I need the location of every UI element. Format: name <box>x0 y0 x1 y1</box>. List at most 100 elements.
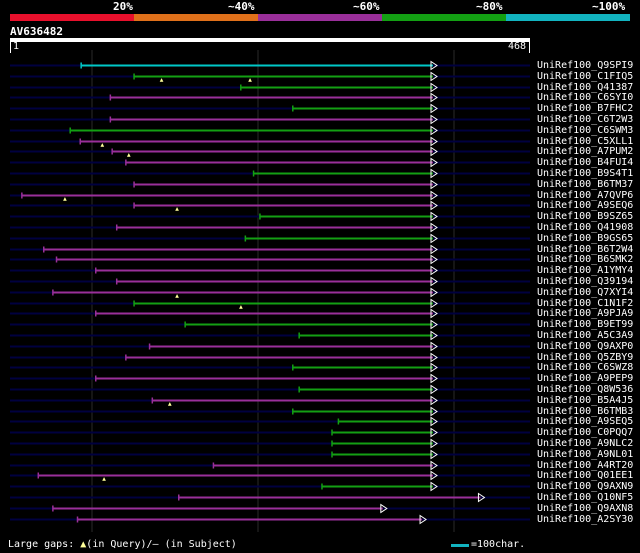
hit-label[interactable]: UniRef100_A4RT20 <box>537 459 634 471</box>
hit-end-arrow <box>430 481 438 492</box>
hit-label[interactable]: UniRef100_A1YMY4 <box>537 264 634 276</box>
hit-label[interactable]: UniRef100_B6T2W4 <box>537 243 634 255</box>
hit-end-arrow <box>430 136 438 147</box>
gap-marker-icon: ▲ <box>80 539 87 550</box>
gap-marker-icon: ▲ <box>127 152 131 159</box>
hit-label[interactable]: UniRef100_C5XLL1 <box>537 135 634 147</box>
hit-end-arrow <box>430 406 438 417</box>
hit-end-arrow <box>430 244 438 255</box>
hit-label[interactable]: UniRef100_Q9AXN9 <box>537 480 634 492</box>
hit-label[interactable]: UniRef100_Q39194 <box>537 275 634 287</box>
hit-end-arrow <box>430 190 438 201</box>
hit-label[interactable]: UniRef100_C6SYI0 <box>537 91 634 103</box>
hit-label[interactable]: UniRef100_Q9AXN8 <box>537 502 634 514</box>
hit-label[interactable]: UniRef100_B4FUI4 <box>537 156 634 168</box>
hit-label[interactable]: UniRef100_C6SWZ8 <box>537 361 634 373</box>
hit-label[interactable]: UniRef100_B9ET99 <box>537 318 634 330</box>
hit-label[interactable]: UniRef100_A2SY30 <box>537 513 634 525</box>
legend-gaps: Large gaps: ▲(in Query)/– (in Subject) <box>8 539 237 550</box>
hit-label[interactable]: UniRef100_Q9SPI9 <box>537 59 634 71</box>
hit-label[interactable]: UniRef100_A9SEQ5 <box>537 415 634 427</box>
query-end-tick <box>529 41 530 53</box>
gap-marker-icon: ▲ <box>175 206 179 213</box>
hit-end-arrow <box>419 514 427 525</box>
hit-label[interactable]: UniRef100_Q5ZBY9 <box>537 351 634 363</box>
hit-label[interactable]: UniRef100_A9PJA9 <box>537 307 634 319</box>
hit-label[interactable]: UniRef100_B9GS65 <box>537 232 634 244</box>
gap-marker-icon: ▲ <box>63 196 67 203</box>
hit-end-arrow <box>430 287 438 298</box>
hit-end-arrow <box>430 449 438 460</box>
pct-label-60: ~60% <box>353 0 380 13</box>
gap-marker-icon: ▲ <box>100 142 104 149</box>
hit-end-arrow <box>430 60 438 71</box>
hit-end-arrow <box>477 492 486 503</box>
hit-label[interactable]: UniRef100_A9NL01 <box>537 448 634 460</box>
hit-end-arrow <box>430 146 438 157</box>
hit-end-arrow <box>430 254 438 265</box>
legend-gaps-subject: – (in Subject) <box>152 539 237 550</box>
hit-label[interactable]: UniRef100_C1FIQ5 <box>537 70 634 82</box>
hit-end-arrow <box>380 503 388 514</box>
hit-end-arrow <box>430 92 438 103</box>
hit-end-arrow <box>430 416 438 427</box>
gap-marker-icon: ▲ <box>168 401 172 408</box>
hit-label[interactable]: UniRef100_Q01EE1 <box>537 469 634 481</box>
hit-label[interactable]: UniRef100_A9NLC2 <box>537 437 634 449</box>
hit-label[interactable]: UniRef100_A9SEQ6 <box>537 199 634 211</box>
hit-end-arrow <box>430 222 438 233</box>
hit-label[interactable]: UniRef100_A7PUM2 <box>537 145 634 157</box>
hit-label[interactable]: UniRef100_Q41908 <box>537 221 634 233</box>
query-start-label: 1 <box>13 41 20 52</box>
color-band-20 <box>10 14 134 21</box>
gap-marker-icon: ▲ <box>248 77 252 84</box>
hit-end-arrow <box>430 82 438 93</box>
gap-marker-icon: ▲ <box>102 476 106 483</box>
color-band-60 <box>258 14 382 21</box>
hit-label[interactable]: UniRef100_Q8W536 <box>537 383 634 395</box>
pct-label-100: ~100% <box>592 0 626 13</box>
hit-label[interactable]: UniRef100_B6SMK2 <box>537 253 634 265</box>
hit-end-arrow <box>430 233 438 244</box>
hit-label[interactable]: UniRef100_B7FHC2 <box>537 102 634 114</box>
hit-end-arrow <box>430 470 438 481</box>
hit-label[interactable]: UniRef100_B5A4J5 <box>537 394 634 406</box>
legend-gaps-prefix: Large gaps: <box>8 539 75 550</box>
color-band-100 <box>506 14 630 21</box>
hit-end-arrow <box>430 341 438 352</box>
hit-end-arrow <box>430 395 438 406</box>
hit-end-arrow <box>430 125 438 136</box>
hit-label[interactable]: UniRef100_Q10NF5 <box>537 491 634 503</box>
gap-marker-icon: ▲ <box>160 77 164 84</box>
hit-label[interactable]: UniRef100_B9S4T1 <box>537 167 634 179</box>
hit-label[interactable]: UniRef100_C0PQQ7 <box>537 426 634 438</box>
hit-end-arrow <box>430 211 438 222</box>
hit-end-arrow <box>430 308 438 319</box>
hit-label[interactable]: UniRef100_C6T2W3 <box>537 113 634 125</box>
hit-label[interactable]: UniRef100_B6TM37 <box>537 178 634 190</box>
pct-label-40: ~40% <box>228 0 255 13</box>
pct-label-20: 20% <box>113 0 133 13</box>
hit-label[interactable]: UniRef100_Q9AXP0 <box>537 340 634 352</box>
hit-label[interactable]: UniRef100_A5C3A9 <box>537 329 634 341</box>
query-end-label: 468 <box>508 41 527 52</box>
hit-label[interactable]: UniRef100_A9PEP9 <box>537 372 634 384</box>
query-bar <box>10 38 530 42</box>
hit-label[interactable]: UniRef100_Q7XYI4 <box>537 286 634 298</box>
hit-end-arrow <box>430 427 438 438</box>
hit-end-arrow <box>430 298 438 309</box>
hit-label[interactable]: UniRef100_A7QVP6 <box>537 189 634 201</box>
hit-end-arrow <box>430 384 438 395</box>
hit-end-arrow <box>430 352 438 363</box>
query-id: AV636482 <box>10 25 63 38</box>
hit-label[interactable]: UniRef100_B9SZ65 <box>537 210 634 222</box>
scale-bar-icon <box>451 544 469 547</box>
hit-end-arrow <box>430 373 438 384</box>
hit-label[interactable]: UniRef100_Q41387 <box>537 81 634 93</box>
hit-label[interactable]: UniRef100_C6SWM3 <box>537 124 634 136</box>
color-band-80 <box>382 14 506 21</box>
hit-label[interactable]: UniRef100_B6TMB3 <box>537 405 634 417</box>
hit-end-arrow <box>430 330 438 341</box>
hit-label[interactable]: UniRef100_C1N1F2 <box>537 297 634 309</box>
